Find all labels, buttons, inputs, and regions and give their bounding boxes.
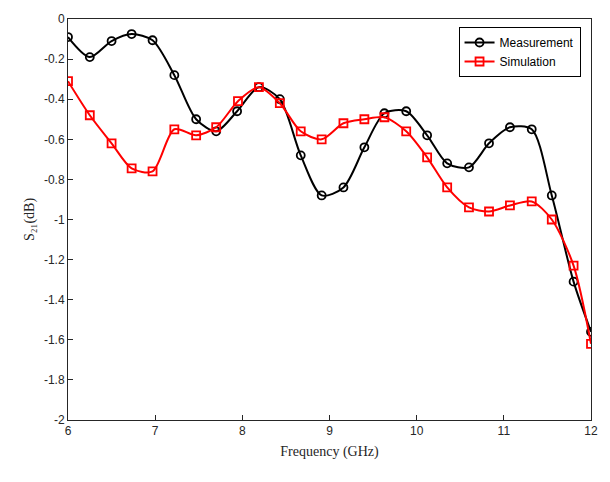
svg-text:Frequency (GHz): Frequency (GHz) [280, 444, 379, 460]
svg-text:-1: -1 [54, 213, 65, 227]
svg-text:-0.4: -0.4 [44, 92, 65, 106]
svg-text:-0.2: -0.2 [44, 52, 65, 66]
svg-text:9: 9 [326, 424, 333, 438]
svg-text:S₂₁(dB): S₂₁(dB) [22, 198, 38, 242]
svg-text:10: 10 [410, 424, 424, 438]
svg-text:11: 11 [498, 424, 511, 438]
svg-text:-2: -2 [54, 413, 65, 427]
svg-text:-1.6: -1.6 [44, 333, 65, 347]
svg-text:Measurement: Measurement [500, 36, 574, 50]
svg-text:12: 12 [584, 424, 598, 438]
svg-text:-0.6: -0.6 [44, 133, 65, 147]
svg-text:-1.4: -1.4 [44, 293, 65, 307]
svg-text:6: 6 [65, 424, 72, 438]
svg-text:0: 0 [58, 12, 65, 26]
svg-text:8: 8 [239, 424, 246, 438]
svg-text:Simulation: Simulation [500, 55, 556, 69]
svg-text:-1.2: -1.2 [44, 253, 65, 267]
svg-text:-1.8: -1.8 [44, 373, 65, 387]
svg-text:7: 7 [152, 424, 159, 438]
svg-text:-0.8: -0.8 [44, 173, 65, 187]
